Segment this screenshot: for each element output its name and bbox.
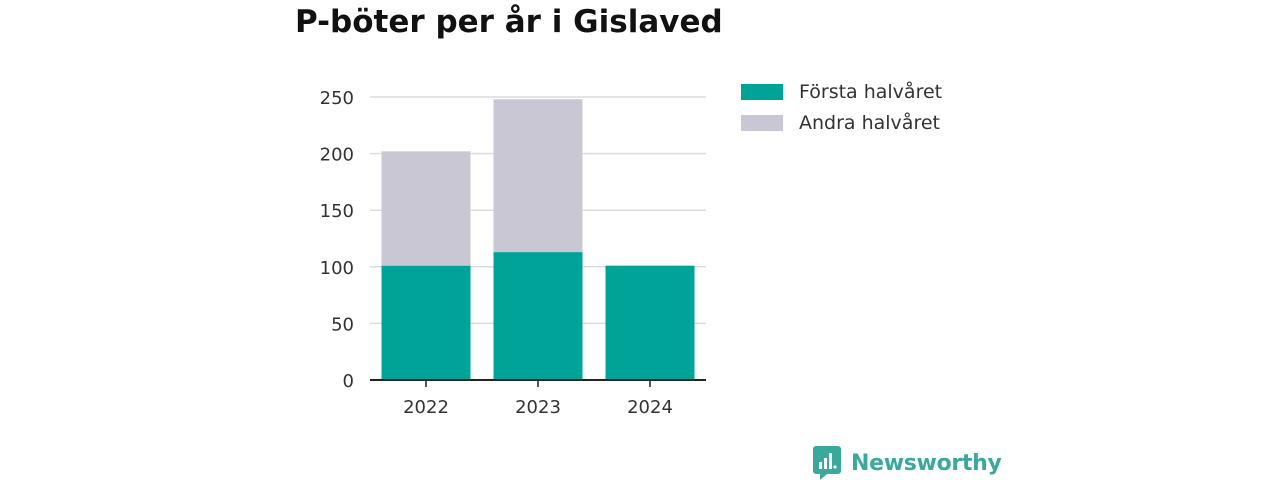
legend-label-second-half: Andra halvåret bbox=[799, 111, 940, 134]
legend-item-first-half: Första halvåret bbox=[741, 76, 942, 107]
brand-logo: Newsworthy bbox=[813, 446, 1002, 480]
y-tick-label-250: 250 bbox=[320, 88, 354, 109]
chart-title: P-böter per år i Gislaved bbox=[295, 4, 723, 40]
bar-2023-series-0 bbox=[493, 252, 583, 380]
legend-label-first-half: Första halvåret bbox=[799, 80, 943, 103]
brand-name: Newsworthy bbox=[851, 450, 1002, 476]
legend-swatch-first-half bbox=[741, 83, 783, 100]
y-tick-label-200: 200 bbox=[320, 145, 354, 166]
bar-2023-series-1 bbox=[493, 99, 583, 253]
bar-2022-series-1 bbox=[381, 151, 471, 266]
chart-legend: Första halvåret Andra halvåret bbox=[741, 76, 942, 138]
bar-chart-speech-bubble-icon bbox=[813, 446, 841, 480]
x-tick-label-2023: 2023 bbox=[515, 397, 561, 418]
y-tick-label-150: 150 bbox=[320, 201, 354, 222]
bar-2022-series-0 bbox=[381, 265, 471, 380]
bar-2024-series-0 bbox=[605, 265, 695, 380]
y-tick-label-0: 0 bbox=[343, 371, 354, 392]
legend-swatch-second-half bbox=[741, 114, 783, 131]
x-tick-label-2022: 2022 bbox=[403, 397, 449, 418]
legend-item-second-half: Andra halvåret bbox=[741, 107, 942, 138]
x-tick-label-2024: 2024 bbox=[627, 397, 673, 418]
y-tick-label-50: 50 bbox=[331, 314, 354, 335]
y-tick-label-100: 100 bbox=[320, 258, 354, 279]
